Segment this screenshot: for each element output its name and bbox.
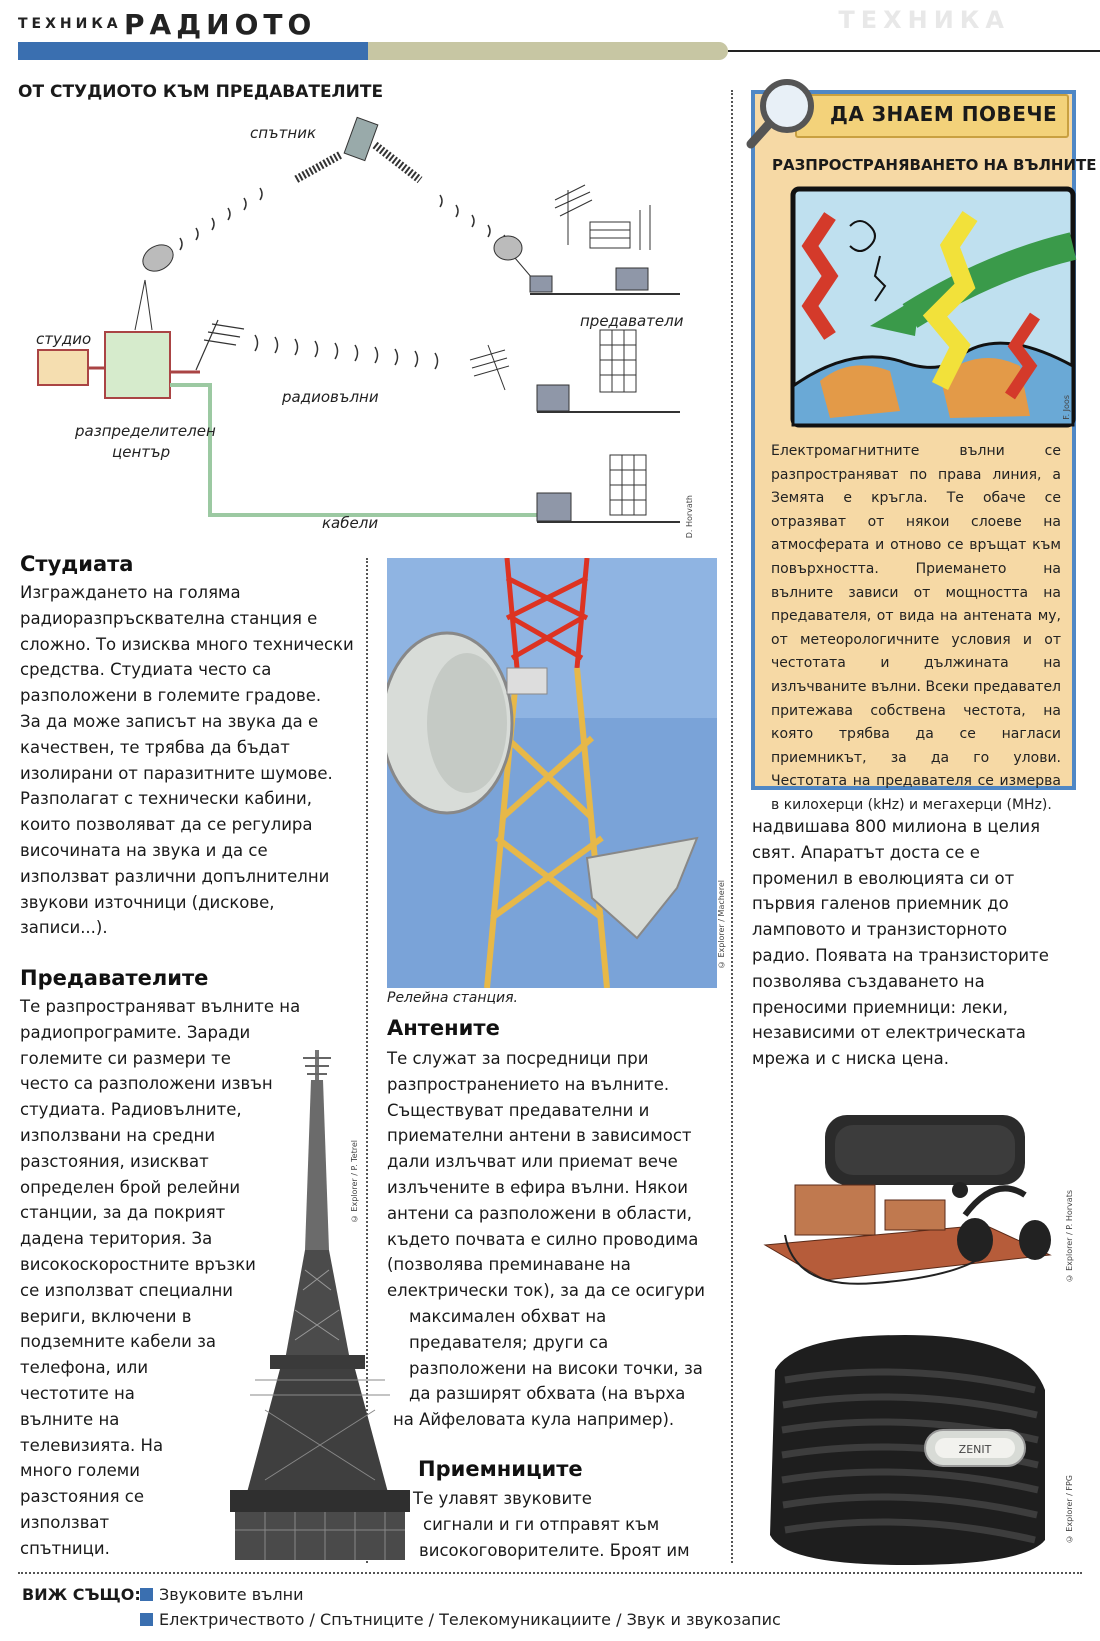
relay-photo-credit: © Explorer / Macherel bbox=[717, 880, 726, 970]
info-box-title: ДА ЗНАЕМ ПОВЕЧЕ bbox=[830, 102, 1058, 126]
header-bar-blue bbox=[18, 42, 368, 60]
info-box-subtitle: РАЗПРОСТРАНЯВАНЕТО НА ВЪЛНИТЕ bbox=[772, 156, 1097, 174]
column-divider-2 bbox=[731, 90, 733, 1563]
relay-photo-caption: Релейна станция. bbox=[387, 990, 518, 1006]
label-distribution-2: център bbox=[112, 443, 171, 461]
broadcast-diagram bbox=[37, 116, 680, 523]
satellite-waves bbox=[179, 187, 507, 251]
transmitters-text: Те разпространяват вълните на радиопрогра… bbox=[20, 997, 301, 1558]
diagram-title: ОТ СТУДИОТО КЪМ ПРЕДАВАТЕЛИТЕ bbox=[18, 82, 384, 102]
transmitter-station-middle bbox=[469, 329, 680, 413]
info-box-badge bbox=[795, 94, 1069, 138]
header-rule bbox=[728, 50, 1100, 52]
relay-station-photo bbox=[387, 558, 717, 988]
antennas-heading: Антените bbox=[387, 1016, 500, 1040]
magnifier-icon bbox=[746, 79, 814, 149]
studio-text: Изграждането на голяма радиоразпръсквател… bbox=[20, 583, 354, 938]
uplink-dish-icon bbox=[134, 244, 174, 331]
header-bar-grey bbox=[368, 42, 728, 60]
studio-heading: Студиата bbox=[20, 552, 134, 576]
receivers-text: Те улавят звуковите сигнали и ги отправя… bbox=[413, 1489, 690, 1560]
satellite-icon bbox=[293, 116, 423, 184]
section-label: ТЕХНИКА bbox=[18, 16, 122, 32]
diagram-credit: D. Horvath bbox=[685, 495, 694, 539]
antennas-text: Те служат за посредници при разпространен… bbox=[387, 1049, 706, 1430]
studio-box bbox=[37, 349, 89, 386]
receivers-continued-text: надвишава 800 милиона в целия свят. Апара… bbox=[752, 817, 1049, 1069]
ghost-section-label: ТЕХНИКА bbox=[838, 6, 1010, 34]
eiffel-tower-photo bbox=[230, 1050, 410, 1560]
label-transmitters: предаватели bbox=[580, 312, 684, 330]
bullet-square-icon bbox=[140, 1613, 153, 1626]
page-title: РАДИОТО bbox=[124, 8, 317, 41]
see-also-item-2[interactable]: Електричеството / Спътниците / Телекомун… bbox=[140, 1610, 781, 1629]
center-antenna-icon bbox=[195, 319, 245, 371]
radio-brand-text: ZENIT bbox=[959, 1443, 992, 1456]
info-box-text: Електромагнитните вълни се разпространяв… bbox=[771, 443, 1061, 813]
radio-waves bbox=[254, 334, 439, 370]
crystal-radio-credit: © Explorer / P. Horvats bbox=[1065, 1190, 1074, 1283]
label-radio-waves: радиовълни bbox=[282, 388, 379, 406]
transmitters-heading: Предавателите bbox=[20, 966, 209, 990]
receivers-heading: Приемниците bbox=[418, 1457, 583, 1481]
bullet-square-icon bbox=[140, 1588, 153, 1601]
footer-rule bbox=[18, 1572, 1082, 1574]
vintage-radio-credit: © Explorer / FPG bbox=[1065, 1475, 1074, 1544]
transmitter-station-bottom bbox=[536, 454, 680, 523]
cable-line bbox=[170, 383, 560, 517]
see-also-item-1[interactable]: Звуковите вълни bbox=[140, 1585, 304, 1604]
label-distribution-1: разпределителен bbox=[75, 422, 216, 440]
wave-propagation-illustration bbox=[790, 186, 1077, 428]
label-studio: студио bbox=[36, 330, 92, 348]
crystal-radio-photo bbox=[763, 1115, 1052, 1285]
distribution-center-box bbox=[104, 331, 171, 399]
column-divider-1 bbox=[366, 558, 368, 1563]
vintage-radio-photo: ZENIT bbox=[770, 1335, 1045, 1565]
transmitter-station-top bbox=[493, 184, 680, 295]
see-also-label: ВИЖ СЪЩО: bbox=[22, 1585, 141, 1604]
illustration-credit: F. Joos bbox=[1062, 395, 1071, 420]
label-cables: кабели bbox=[322, 514, 379, 532]
label-satellite: спътник bbox=[250, 124, 317, 142]
tower-credit: © Explorer / P. Tetrel bbox=[350, 1140, 359, 1224]
